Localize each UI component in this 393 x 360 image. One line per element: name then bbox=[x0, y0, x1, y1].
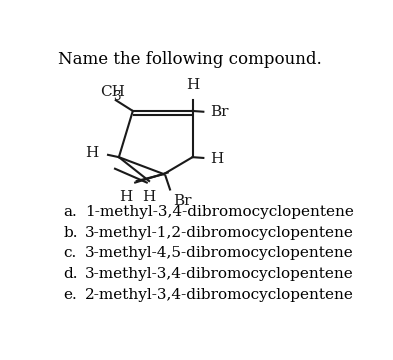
Text: H: H bbox=[143, 190, 156, 204]
Text: 3-methyl-4,5-dibromocyclopentene: 3-methyl-4,5-dibromocyclopentene bbox=[85, 247, 354, 261]
Text: c.: c. bbox=[63, 247, 76, 261]
Text: 3-methyl-3,4-dibromocyclopentene: 3-methyl-3,4-dibromocyclopentene bbox=[85, 267, 354, 281]
Text: CH: CH bbox=[100, 85, 125, 99]
Text: Name the following compound.: Name the following compound. bbox=[59, 51, 322, 68]
Text: H: H bbox=[186, 78, 199, 93]
Text: a.: a. bbox=[63, 205, 77, 219]
Text: 3: 3 bbox=[114, 90, 121, 103]
Text: 1-methyl-3,4-dibromocyclopentene: 1-methyl-3,4-dibromocyclopentene bbox=[85, 205, 354, 219]
Text: 2-methyl-3,4-dibromocyclopentene: 2-methyl-3,4-dibromocyclopentene bbox=[85, 288, 354, 302]
Text: H: H bbox=[210, 152, 224, 166]
Text: H: H bbox=[119, 190, 132, 204]
Text: Br: Br bbox=[173, 194, 192, 208]
Text: d.: d. bbox=[63, 267, 77, 281]
Text: e.: e. bbox=[63, 288, 77, 302]
Text: Br: Br bbox=[210, 105, 229, 120]
Text: 3-methyl-1,2-dibromocyclopentene: 3-methyl-1,2-dibromocyclopentene bbox=[85, 226, 354, 240]
Text: b.: b. bbox=[63, 226, 77, 240]
Text: H: H bbox=[85, 146, 99, 160]
